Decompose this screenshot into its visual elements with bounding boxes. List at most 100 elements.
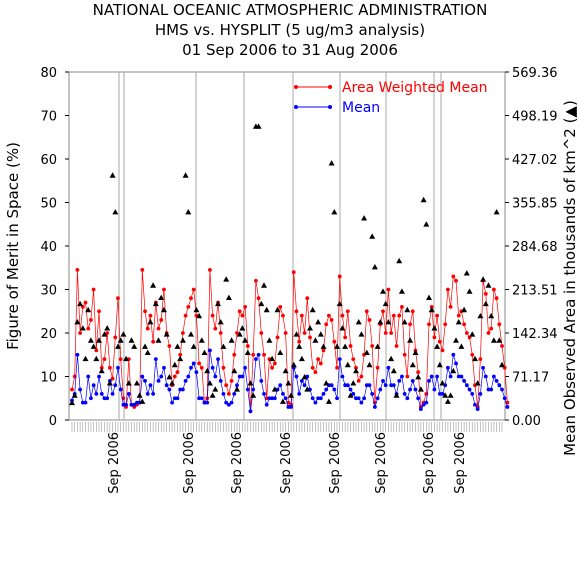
data-point-triangle (482, 300, 489, 307)
y-tick-label-left: 40 (40, 240, 57, 255)
data-point-triangle (385, 319, 392, 325)
legend-label-mean: Mean (342, 100, 380, 116)
data-point (421, 402, 426, 407)
data-point-triangle (426, 294, 432, 300)
data-point-triangle (201, 349, 208, 355)
y-tick-label-left: 30 (40, 284, 57, 299)
data-point-triangle (85, 306, 92, 313)
data-point (497, 322, 502, 327)
data-point-triangle (158, 294, 165, 300)
data-point (299, 378, 304, 383)
data-point-triangle (112, 209, 119, 215)
data-point-triangle (331, 209, 338, 215)
data-point-triangle (228, 337, 235, 343)
data-point (486, 331, 491, 335)
data-point (178, 387, 183, 392)
data-point (356, 378, 361, 383)
data-point-triangle (469, 331, 476, 337)
legend-marker-area-weighted-mean-end (328, 85, 332, 89)
data-point (102, 357, 107, 361)
data-point-triangle (212, 386, 219, 392)
data-point (248, 409, 253, 414)
data-point (437, 392, 442, 396)
data-point (226, 392, 231, 396)
data-point (91, 287, 96, 292)
data-point (118, 387, 123, 392)
data-point (416, 396, 421, 401)
data-point (297, 339, 302, 344)
data-point (405, 396, 410, 401)
data-point (235, 383, 239, 388)
data-point (462, 378, 467, 383)
data-point (337, 274, 342, 279)
data-point-triangle (461, 306, 468, 313)
data-point-triangle (185, 209, 192, 215)
data-point (159, 318, 164, 322)
y-tick-label-left: 70 (40, 110, 57, 125)
data-point (351, 357, 356, 361)
data-point-triangle (274, 306, 281, 313)
data-point-triangle (263, 306, 270, 313)
series-line (71, 269, 508, 412)
data-point (481, 365, 485, 370)
data-point (310, 365, 315, 370)
data-point-triangle (215, 300, 221, 307)
data-point (237, 374, 242, 379)
data-point (502, 396, 507, 401)
data-point (113, 335, 118, 340)
data-point-triangle (434, 343, 441, 349)
data-point (162, 365, 166, 370)
data-point-triangle (174, 343, 181, 349)
data-point-triangle (328, 160, 335, 166)
data-point (497, 383, 502, 388)
y-tick-label-left: 80 (40, 66, 57, 81)
data-point (427, 378, 431, 383)
data-point-triangle (488, 312, 495, 319)
data-point (410, 309, 415, 314)
data-point (156, 378, 161, 383)
data-point (143, 309, 147, 314)
data-point-triangle (106, 380, 113, 386)
data-point (159, 374, 164, 379)
data-point (378, 387, 383, 392)
data-point-triangle (131, 343, 138, 349)
data-point (126, 392, 131, 396)
data-point-triangle (188, 331, 194, 337)
data-point (278, 383, 283, 388)
data-point-triangle (325, 398, 332, 404)
data-point (186, 305, 191, 309)
data-point (408, 387, 412, 392)
x-tick-label: Sep 2006 (182, 432, 197, 494)
data-point (402, 392, 407, 396)
data-point-triangle (198, 337, 205, 343)
data-point (494, 296, 499, 301)
data-point-triangle (125, 380, 132, 386)
data-point-triangle (279, 398, 286, 404)
data-point (175, 396, 180, 401)
data-point-triangle (169, 380, 176, 386)
data-point (424, 400, 429, 405)
data-point (451, 352, 456, 357)
y-tick-label-right: 0.00 (512, 414, 541, 429)
data-point-triangle (285, 380, 292, 386)
x-tick-label: Sep 2006 (453, 432, 468, 494)
data-point (459, 374, 464, 379)
data-point (340, 374, 345, 379)
data-point (89, 396, 93, 401)
data-point (83, 300, 88, 305)
data-point (172, 374, 177, 379)
data-point (224, 383, 229, 388)
y-tick-label-right: 213.51 (512, 284, 558, 299)
data-point-triangle (120, 331, 127, 337)
data-point (337, 357, 342, 361)
data-point (132, 402, 137, 407)
data-point (391, 313, 396, 318)
data-point (343, 335, 348, 340)
data-point-triangle (334, 343, 340, 349)
data-point (118, 357, 123, 361)
data-point (151, 339, 156, 344)
data-point (397, 378, 402, 383)
data-point (224, 400, 229, 405)
legend-marker-area-weighted-mean (294, 85, 298, 89)
